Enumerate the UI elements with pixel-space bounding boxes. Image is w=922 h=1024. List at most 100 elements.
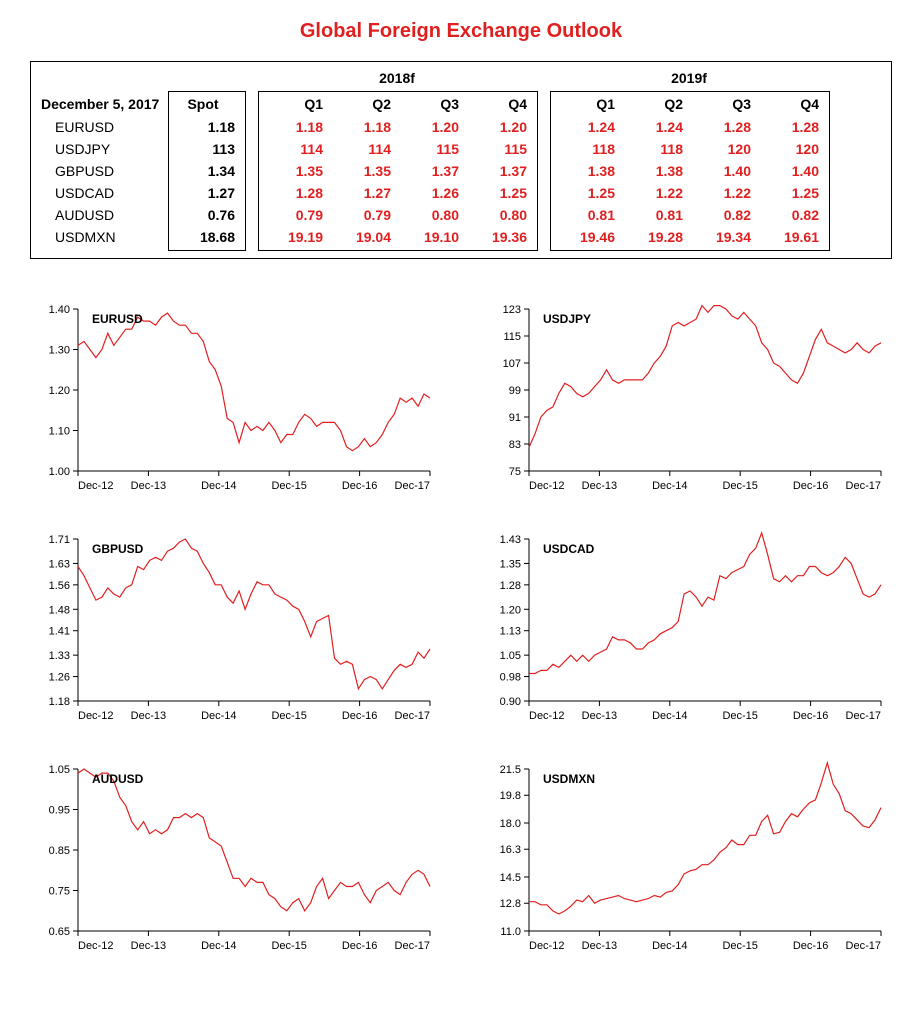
svg-text:1.30: 1.30 [49,345,70,357]
svg-text:1.20: 1.20 [49,385,70,397]
forecast-table-container: 2018f2019fDecember 5, 2017SpotQ1Q2Q3Q4Q1… [30,61,892,259]
svg-text:Dec-16: Dec-16 [793,480,828,492]
svg-text:0.85: 0.85 [49,845,70,857]
forecast-value: 19.04 [329,226,397,248]
forecast-value: 118 [621,138,689,160]
chart-title: USDMXN [543,772,595,786]
svg-text:Dec-12: Dec-12 [78,710,113,722]
svg-text:Dec-14: Dec-14 [201,480,236,492]
forecast-value: 1.25 [553,182,621,204]
svg-text:Dec-17: Dec-17 [395,480,430,492]
forecast-value: 0.81 [553,204,621,226]
svg-text:123: 123 [503,304,521,316]
svg-text:Dec-14: Dec-14 [201,940,236,952]
svg-text:75: 75 [509,466,521,478]
date-label: December 5, 2017 [41,92,171,116]
chart-usdcad: 0.900.981.051.131.201.281.351.43Dec-12De… [481,529,892,729]
series-line [529,306,881,448]
svg-text:1.10: 1.10 [49,426,70,438]
forecast-value: 1.25 [757,182,825,204]
svg-text:Dec-16: Dec-16 [793,710,828,722]
forecast-value: 0.80 [397,204,465,226]
svg-text:Dec-17: Dec-17 [395,710,430,722]
forecast-value: 1.18 [261,116,329,138]
charts-grid: 1.001.101.201.301.40Dec-12Dec-13Dec-14De… [30,299,892,959]
svg-text:12.8: 12.8 [500,898,521,910]
forecast-value: 1.38 [553,160,621,182]
chart-gbpusd: 1.181.261.331.411.481.561.631.71Dec-12De… [30,529,441,729]
svg-text:0.90: 0.90 [500,696,521,708]
svg-text:99: 99 [509,385,521,397]
pair-label: USDMXN [41,226,171,248]
svg-text:1.20: 1.20 [500,604,521,616]
svg-text:1.41: 1.41 [49,626,70,638]
pair-label: EURUSD [41,116,171,138]
svg-text:11.0: 11.0 [500,926,521,938]
forecast-value: 1.28 [689,116,757,138]
forecast-value: 19.61 [757,226,825,248]
chart-eurusd: 1.001.101.201.301.40Dec-12Dec-13Dec-14De… [30,299,441,499]
svg-text:Dec-13: Dec-13 [582,710,617,722]
quarter-header: Q3 [689,92,757,116]
svg-text:Dec-15: Dec-15 [271,710,306,722]
svg-text:Dec-15: Dec-15 [271,940,306,952]
svg-text:1.18: 1.18 [49,696,70,708]
year-2018-header: 2018f [261,68,533,92]
series-line [78,539,430,689]
svg-text:Dec-14: Dec-14 [652,480,687,492]
chart-title: USDJPY [543,312,591,326]
svg-text:115: 115 [503,331,521,343]
forecast-value: 0.79 [261,204,329,226]
forecast-value: 115 [397,138,465,160]
svg-text:1.26: 1.26 [49,672,70,684]
forecast-value: 1.35 [329,160,397,182]
forecast-value: 1.22 [689,182,757,204]
svg-text:1.33: 1.33 [49,650,70,662]
spot-value: 1.18 [171,116,241,138]
year-2019-header: 2019f [553,68,825,92]
pair-label: USDCAD [41,182,171,204]
svg-text:Dec-15: Dec-15 [271,480,306,492]
forecast-value: 120 [689,138,757,160]
forecast-value: 1.18 [329,116,397,138]
chart-audusd: 0.650.750.850.951.05Dec-12Dec-13Dec-14De… [30,759,441,959]
quarter-header: Q2 [329,92,397,116]
spot-value: 0.76 [171,204,241,226]
svg-text:Dec-13: Dec-13 [582,480,617,492]
forecast-value: 1.25 [465,182,533,204]
quarter-header: Q4 [757,92,825,116]
svg-text:Dec-17: Dec-17 [846,480,881,492]
svg-text:Dec-17: Dec-17 [846,940,881,952]
svg-text:Dec-16: Dec-16 [342,480,377,492]
svg-text:Dec-15: Dec-15 [722,480,757,492]
forecast-value: 1.20 [465,116,533,138]
spot-value: 1.34 [171,160,241,182]
spot-value: 1.27 [171,182,241,204]
forecast-value: 0.80 [465,204,533,226]
svg-text:1.13: 1.13 [500,626,521,638]
forecast-value: 1.20 [397,116,465,138]
svg-text:Dec-14: Dec-14 [201,710,236,722]
forecast-value: 1.38 [621,160,689,182]
chart-title: EURUSD [92,312,143,326]
svg-text:Dec-13: Dec-13 [131,710,166,722]
svg-text:0.98: 0.98 [500,672,521,684]
chart-title: USDCAD [543,542,595,556]
forecast-value: 114 [329,138,397,160]
svg-text:1.05: 1.05 [49,764,70,776]
chart-usdjpy: 75839199107115123Dec-12Dec-13Dec-14Dec-1… [481,299,892,499]
svg-text:Dec-14: Dec-14 [652,940,687,952]
svg-text:Dec-12: Dec-12 [529,480,564,492]
forecast-value: 1.37 [465,160,533,182]
forecast-value: 19.10 [397,226,465,248]
svg-text:Dec-17: Dec-17 [846,710,881,722]
svg-text:Dec-16: Dec-16 [793,940,828,952]
forecast-value: 1.40 [757,160,825,182]
forecast-table: 2018f2019fDecember 5, 2017SpotQ1Q2Q3Q4Q1… [41,68,881,248]
svg-text:107: 107 [503,358,521,370]
svg-text:Dec-15: Dec-15 [722,710,757,722]
quarter-header: Q3 [397,92,465,116]
forecast-value: 19.28 [621,226,689,248]
quarter-header: Q2 [621,92,689,116]
svg-text:1.56: 1.56 [49,580,70,592]
